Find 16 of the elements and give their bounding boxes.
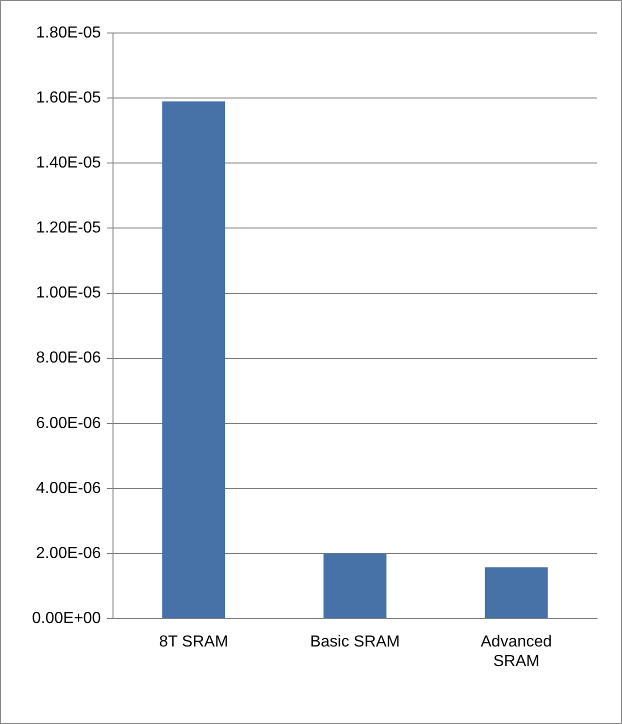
y-tick-label: 8.00E-06 — [36, 350, 102, 367]
y-tick-label: 1.80E-05 — [36, 24, 102, 42]
x-tick-label: 8T SRAM — [159, 634, 228, 651]
y-tick-label: 1.00E-05 — [36, 284, 102, 302]
y-tick-label: 4.00E-06 — [36, 480, 102, 497]
bar — [162, 101, 226, 618]
y-tick-label: 0.00E+00 — [32, 610, 102, 628]
y-tick-label: 1.40E-05 — [36, 154, 102, 172]
bar — [484, 567, 548, 618]
x-tick-label: Advanced SRAM — [480, 634, 552, 670]
y-tick-label: 1.20E-05 — [36, 220, 102, 237]
x-tick-label: Basic SRAM — [310, 634, 400, 651]
y-tick-label: 2.00E-06 — [36, 544, 102, 562]
y-tick-label: 1.60E-05 — [36, 89, 102, 106]
bar — [324, 554, 386, 618]
y-tick-label: 6.00E-06 — [36, 414, 102, 432]
